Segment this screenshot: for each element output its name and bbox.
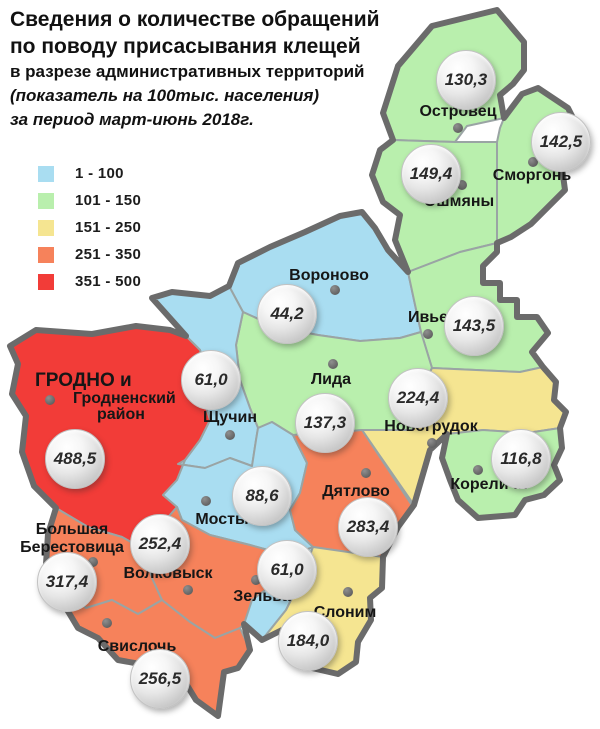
city-dot-volkovysk — [183, 585, 193, 595]
city-dot-ostrovets — [453, 123, 463, 133]
legend-label: 351 - 500 — [75, 273, 142, 290]
value-badge-bberestovitsa: 317,4 — [37, 552, 97, 612]
legend-label: 151 - 250 — [75, 219, 142, 236]
value-badge-shchuchin: 61,0 — [181, 350, 241, 410]
legend: 1 - 100 101 - 150 151 - 250 251 - 350 35… — [38, 160, 141, 295]
title-line-1: Сведения о количестве обращений — [10, 8, 380, 31]
legend-label: 101 - 150 — [75, 192, 142, 209]
city-dot-ivye — [423, 329, 433, 339]
legend-item: 351 - 500 — [38, 268, 141, 295]
city-dot-novogrudok — [427, 438, 437, 448]
city-dot-svisloch — [102, 618, 112, 628]
city-dot-dyatlovo — [361, 468, 371, 478]
district-label-mosty: Мосты — [195, 511, 249, 528]
district-label-dyatlovo: Дятлово — [322, 483, 390, 500]
value-badge-grodno: 488,5 — [45, 429, 105, 489]
title-line-5: за период март-июнь 2018г. — [10, 110, 254, 129]
value-badge-smorgon: 142,5 — [531, 112, 591, 172]
legend-label: 1 - 100 — [75, 165, 124, 182]
value-badge-dyatlovo: 283,4 — [338, 497, 398, 557]
city-dot-shchuchin — [225, 430, 235, 440]
value-badge-novogrudok: 224,4 — [388, 368, 448, 428]
grodno-label-line-2: Гродненский — [73, 390, 176, 407]
legend-item: 251 - 350 — [38, 241, 141, 268]
legend-item: 1 - 100 — [38, 160, 141, 187]
page-title: Сведения о количестве обращений по повод… — [10, 6, 380, 132]
value-badge-ivye: 143,5 — [444, 296, 504, 356]
title-line-3: в разрезе административных территорий — [10, 62, 365, 81]
legend-swatch-yellow — [38, 219, 54, 236]
legend-swatch-red — [38, 273, 54, 290]
value-badge-ostrovets: 130,3 — [436, 50, 496, 110]
value-badge-oshmyany: 149,4 — [401, 144, 461, 204]
city-dot-slonim — [343, 587, 353, 597]
city-dot-bberestovitsa — [88, 557, 98, 567]
legend-swatch-orange — [38, 246, 54, 263]
value-badge-volkovysk: 252,4 — [130, 514, 190, 574]
grodno-label-line-1: ГРОДНО и — [35, 370, 132, 391]
legend-swatch-blue — [38, 165, 54, 182]
city-dot-korelichi — [473, 465, 483, 475]
value-badge-svisloch: 256,5 — [130, 649, 190, 709]
title-line-4: (показатель на 100тыс. населения) — [10, 86, 320, 105]
city-dot-mosty — [201, 496, 211, 506]
value-badge-voronovo: 44,2 — [257, 284, 317, 344]
city-dot-oshmyany — [457, 180, 467, 190]
value-badge-korelichi: 116,8 — [491, 429, 551, 489]
city-dot-zelva — [251, 575, 261, 585]
grodno-label-line-3: район — [97, 406, 145, 423]
city-dot-lida — [328, 359, 338, 369]
district-label-slonim: Слоним — [313, 604, 377, 621]
legend-item: 101 - 150 — [38, 187, 141, 214]
value-badge-slonim: 184,0 — [278, 611, 338, 671]
district-label-smorgon: Сморгонь — [492, 167, 572, 184]
city-dot-voronovo — [330, 285, 340, 295]
city-dot-smorgon — [528, 157, 538, 167]
district-label-bberestovitsa: Большая Берестовица — [20, 521, 124, 556]
district-label-shchuchin: Щучин — [203, 409, 257, 426]
title-line-2: по поводу присасывания клещей — [10, 35, 361, 58]
value-badge-zelva: 61,0 — [257, 540, 317, 600]
value-badge-lida: 137,3 — [295, 393, 355, 453]
legend-item: 151 - 250 — [38, 214, 141, 241]
district-label-lida: Лида — [310, 371, 352, 388]
district-label-ivye: Ивье — [407, 309, 449, 326]
district-label-grodno: ГРОДНО и Гродненский район — [35, 370, 176, 423]
legend-label: 251 - 350 — [75, 246, 142, 263]
legend-swatch-green — [38, 192, 54, 209]
district-label-voronovo: Вороново — [289, 267, 369, 284]
value-badge-mosty: 88,6 — [232, 466, 292, 526]
city-dot-grodno — [45, 395, 55, 405]
